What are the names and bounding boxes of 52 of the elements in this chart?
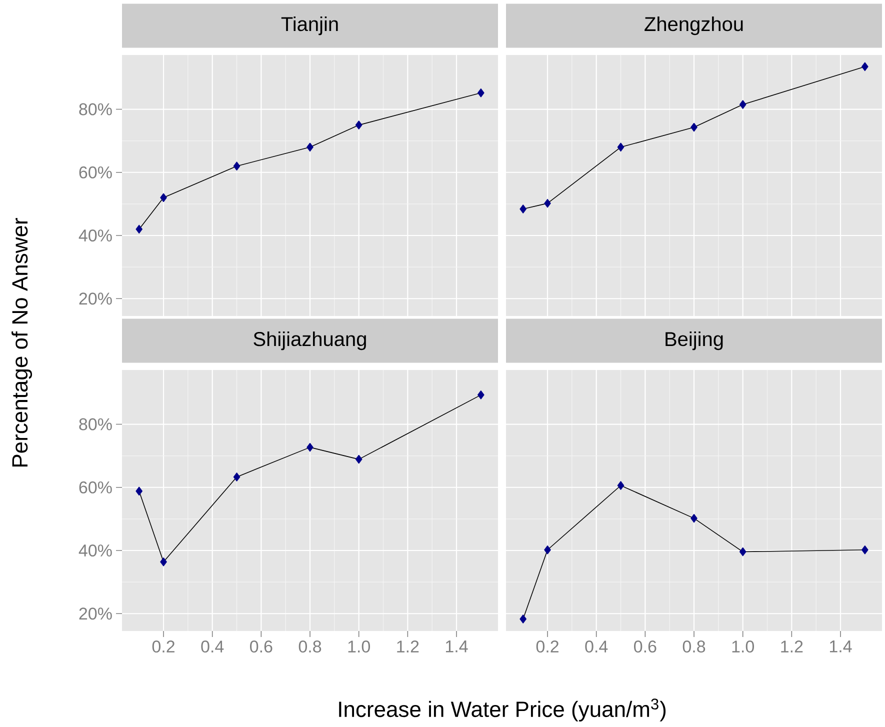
point (617, 142, 624, 152)
y-tick-label: 80% (79, 103, 112, 116)
y-tick-label: 40% (78, 229, 112, 242)
x-tick-label: 1.4 (446, 640, 468, 652)
y-tick-label: 40% (78, 544, 112, 557)
point (544, 545, 551, 554)
point (739, 100, 746, 109)
point (160, 193, 167, 202)
x-axis-title: Increase in Water Price (yuan/m$^{3}$) (339, 698, 666, 722)
point (520, 204, 526, 214)
x-tick-label: 1.2 (397, 640, 419, 652)
point (544, 198, 551, 208)
point (690, 122, 698, 132)
point (306, 142, 314, 152)
x-tick-label: 0.4 (585, 640, 608, 653)
point (478, 390, 484, 400)
y-tick-label: 20% (79, 608, 112, 620)
point (862, 62, 868, 72)
x-tick-label: 0.8 (298, 640, 322, 653)
y-tick-label: 80% (79, 418, 112, 430)
chart-title: Zhengzhou (644, 16, 743, 36)
point (739, 547, 746, 556)
x-tick-label: 0.2 (152, 640, 174, 653)
x-tick-label: 1.0 (732, 640, 754, 653)
point (136, 224, 142, 234)
y-tick-label: 60% (79, 481, 112, 494)
y-axis-title: Percentage of No Answer (12, 218, 32, 467)
x-tick-label: 1.2 (781, 640, 803, 652)
point (355, 120, 362, 130)
point (617, 481, 624, 490)
point (233, 162, 240, 170)
point (520, 614, 526, 624)
x-tick-label: 0.4 (201, 640, 224, 653)
x-tick-label: 0.2 (536, 640, 558, 653)
y-tick-label: 60% (79, 166, 112, 178)
y-tick-label: 20% (79, 292, 112, 305)
chart-title: Tianjin (281, 16, 338, 36)
x-tick-label: 0.6 (634, 640, 656, 653)
chart-title: Shijiazhuang (254, 331, 366, 350)
point (136, 486, 142, 496)
point (478, 88, 484, 98)
point (233, 472, 240, 482)
chart-title: Beijing (666, 331, 723, 350)
point (862, 545, 868, 554)
point (306, 442, 314, 452)
x-tick-label: 0.6 (250, 640, 272, 653)
point (160, 557, 167, 566)
point (355, 454, 362, 464)
point (690, 514, 698, 523)
x-tick-label: 1.0 (348, 640, 370, 653)
x-tick-label: 0.8 (682, 640, 706, 653)
x-tick-label: 1.4 (830, 640, 852, 652)
